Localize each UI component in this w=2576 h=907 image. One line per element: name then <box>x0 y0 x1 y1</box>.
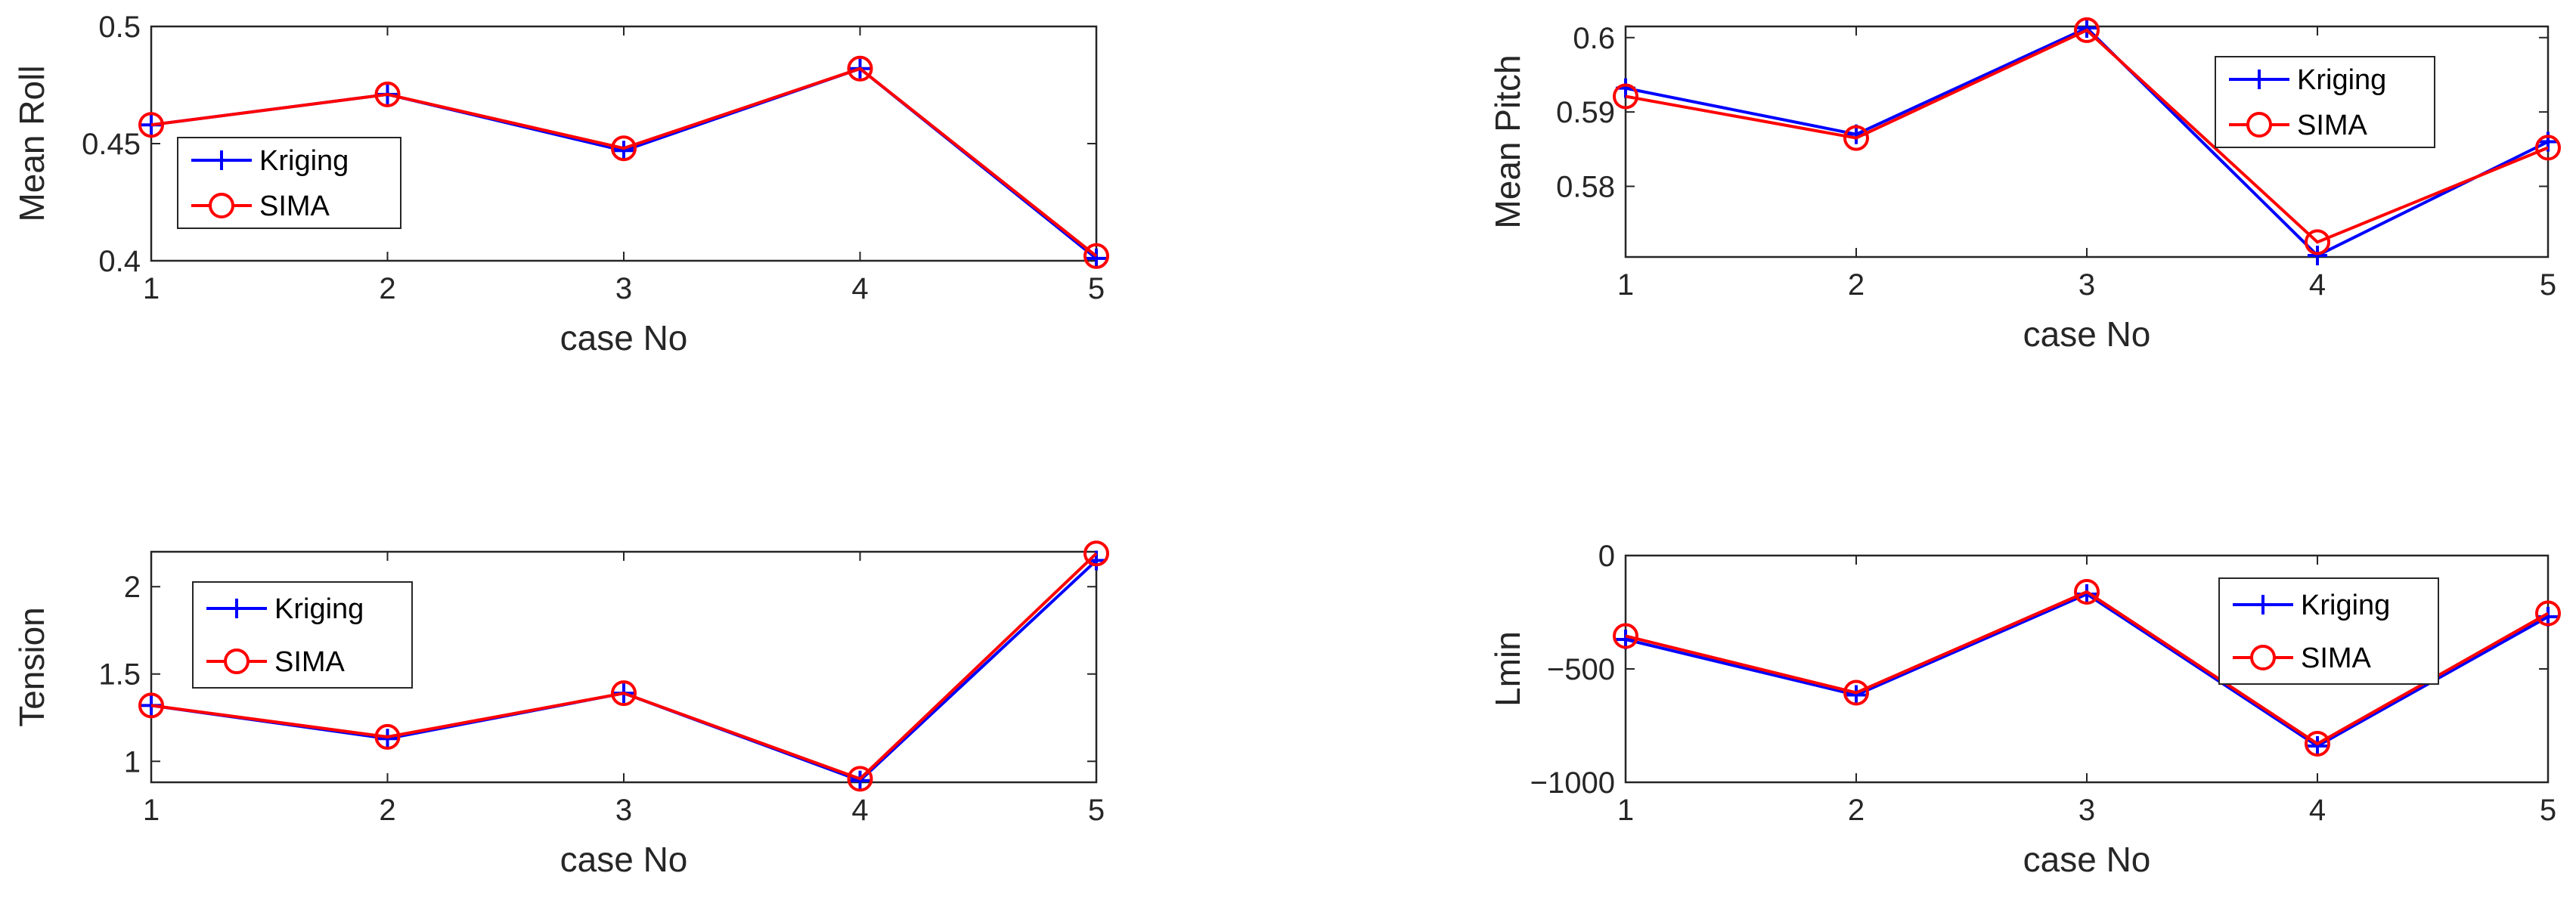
x-tick-label: 1 <box>143 272 160 305</box>
legend: Kriging SIMA <box>2218 577 2439 685</box>
series-line-sima <box>1625 590 2549 746</box>
y-axis-label: Mean Pitch <box>1488 54 1527 228</box>
data-point-kriging <box>614 141 634 161</box>
y-tick-label: 0.5 <box>98 11 141 44</box>
x-tick-label: 3 <box>615 272 632 305</box>
data-point-sima <box>611 135 637 162</box>
data-point-sima <box>1083 243 1109 269</box>
legend-label-sima: SIMA <box>274 646 346 678</box>
data-point-sima <box>374 81 401 107</box>
x-tick-label: 3 <box>615 794 632 827</box>
y-axis-label: Tension <box>12 607 51 727</box>
legend-label-sima: SIMA <box>259 190 330 222</box>
data-point-sima <box>138 692 164 719</box>
data-point-sima <box>1083 540 1109 567</box>
data-point-sima <box>1843 679 1869 706</box>
x-tick-label: 2 <box>379 794 395 827</box>
y-tick-label: −1000 <box>1530 766 1615 800</box>
data-point-sima <box>847 55 873 82</box>
data-point-sima <box>2305 229 2330 255</box>
x-tick-label: 1 <box>1617 794 1634 827</box>
data-point-sima <box>2535 135 2561 161</box>
x-tick-label: 5 <box>2540 794 2556 827</box>
legend-circle-marker <box>209 193 234 218</box>
data-point-sima <box>2535 600 2561 627</box>
x-tick-label: 5 <box>2540 268 2556 302</box>
legend-label-kriging: Kriging <box>259 145 349 177</box>
x-tick-label: 3 <box>2078 794 2095 827</box>
x-tick-label: 4 <box>2309 794 2326 827</box>
legend-circle-marker <box>2250 645 2276 670</box>
x-axis-label: case No <box>560 840 688 879</box>
data-point-sima <box>2074 17 2100 43</box>
data-point-kriging <box>2308 736 2327 756</box>
y-axis-label: Mean Roll <box>12 65 51 221</box>
x-axis-label: case No <box>560 318 688 358</box>
series-line-sima <box>1625 28 2549 244</box>
data-point-sima <box>1613 623 1638 649</box>
y-tick-label: −500 <box>1547 653 1615 686</box>
legend-circle-marker <box>224 649 250 674</box>
legend-label-kriging: Kriging <box>2297 64 2386 96</box>
x-tick-label: 2 <box>379 272 395 305</box>
x-tick-label: 4 <box>851 794 868 827</box>
data-point-sima <box>1613 83 1638 110</box>
x-axis-label: case No <box>2023 314 2151 354</box>
y-tick-label: 0.59 <box>1556 96 1615 129</box>
legend-label-kriging: Kriging <box>274 593 364 625</box>
y-tick-label: 0 <box>1598 540 1615 573</box>
data-point-kriging <box>1846 685 1866 705</box>
x-tick-label: 5 <box>1088 794 1105 827</box>
x-tick-label: 1 <box>143 794 160 827</box>
data-point-sima <box>1843 125 1869 151</box>
y-tick-label: 0.4 <box>98 245 141 278</box>
legend: Kriging SIMA <box>192 581 413 689</box>
y-tick-label: 1 <box>124 745 141 779</box>
data-point-kriging <box>1087 248 1106 268</box>
subplot-2: 1 2 3 4 5 0.58 0.59 0.6 case No Mean Pitch Kriging… <box>1488 17 2561 354</box>
y-axis-label: Lmin <box>1488 631 1527 707</box>
y-tick-label: 0.58 <box>1556 171 1615 204</box>
data-point-kriging <box>377 729 398 749</box>
data-point-sima <box>611 680 637 707</box>
subplot-3: 1 2 3 4 5 1 1.5 2 case No Tension Kriging SIMA <box>12 540 1109 879</box>
legend-label-kriging: Kriging <box>2301 590 2390 621</box>
legend-circle-marker <box>2246 112 2272 138</box>
data-point-sima <box>2305 731 2330 757</box>
x-tick-label: 3 <box>2078 268 2095 302</box>
x-tick-label: 4 <box>851 272 868 305</box>
legend-label-sima: SIMA <box>2301 642 2372 674</box>
data-point-sima <box>847 766 873 792</box>
data-point-sima <box>138 112 164 138</box>
legend-label-sima: SIMA <box>2297 110 2368 141</box>
legend: Kriging SIMA <box>2215 56 2435 148</box>
y-tick-label: 2 <box>124 571 141 604</box>
legend: Kriging SIMA <box>177 137 401 229</box>
x-tick-label: 5 <box>1088 272 1105 305</box>
series-line-sima <box>150 552 1098 781</box>
data-point-kriging <box>2308 246 2327 266</box>
x-tick-label: 2 <box>1848 268 1865 302</box>
series-line-sima <box>150 67 1098 258</box>
x-axis-label: case No <box>2023 840 2151 879</box>
data-point-kriging <box>850 770 870 791</box>
x-tick-label: 1 <box>1617 268 1634 302</box>
y-tick-label: 0.45 <box>82 128 141 161</box>
data-point-sima <box>2074 579 2100 605</box>
y-tick-label: 0.6 <box>1573 22 1615 55</box>
y-tick-label: 1.5 <box>98 658 141 692</box>
subplot-1: 1 2 3 4 5 0.4 0.45 0.5 case No Mean Roll Kriging SI… <box>12 11 1109 358</box>
subplot-4: 1 2 3 4 5 −1000 −500 0 case No Lmin Kriging SIMA <box>1488 540 2561 879</box>
data-point-sima <box>374 723 401 750</box>
x-tick-label: 2 <box>1848 794 1865 827</box>
data-point-kriging <box>2077 17 2097 38</box>
x-tick-label: 4 <box>2309 268 2326 302</box>
